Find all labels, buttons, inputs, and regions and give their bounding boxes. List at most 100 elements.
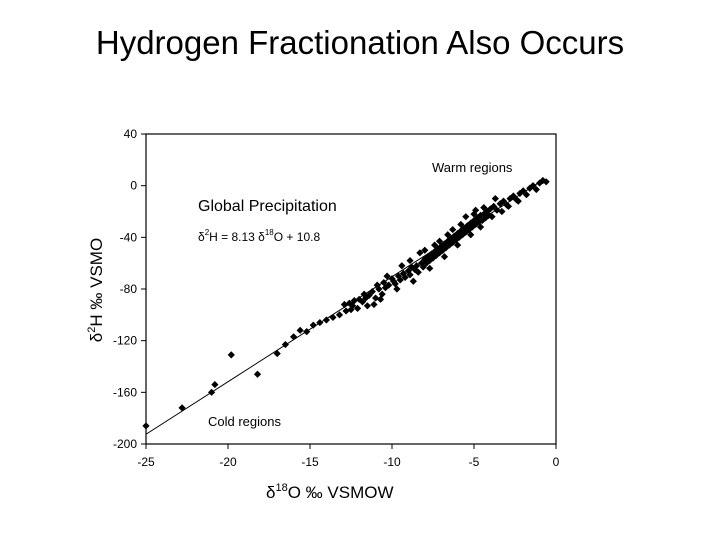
data-point bbox=[416, 249, 424, 257]
data-point bbox=[372, 294, 380, 302]
data-point bbox=[378, 290, 386, 298]
data-point bbox=[440, 253, 449, 261]
data-point bbox=[427, 250, 435, 258]
data-point bbox=[532, 185, 540, 194]
data-point bbox=[383, 272, 391, 280]
data-point bbox=[439, 246, 447, 254]
data-point bbox=[426, 256, 434, 265]
y-tick-label: -80 bbox=[120, 282, 138, 296]
x-tick-label: -5 bbox=[469, 455, 480, 469]
data-point bbox=[329, 313, 337, 322]
data-point bbox=[316, 318, 324, 327]
data-points bbox=[142, 176, 550, 430]
data-point bbox=[413, 262, 421, 270]
data-point bbox=[499, 197, 508, 205]
data-point bbox=[488, 213, 496, 221]
data-point bbox=[509, 192, 517, 200]
data-point bbox=[345, 299, 353, 307]
data-point bbox=[458, 231, 467, 239]
data-point bbox=[208, 388, 216, 396]
data-point bbox=[370, 300, 378, 309]
data-point bbox=[529, 182, 537, 190]
data-point bbox=[391, 280, 399, 288]
data-point bbox=[514, 197, 522, 205]
data-point bbox=[360, 290, 368, 298]
data-point bbox=[421, 255, 429, 263]
data-point bbox=[424, 253, 432, 261]
data-point bbox=[454, 229, 462, 238]
data-point bbox=[281, 340, 289, 349]
data-point bbox=[414, 268, 422, 276]
data-point bbox=[376, 295, 385, 303]
x-axis: -25 -20 -15 -10 -5 0 bbox=[137, 444, 560, 469]
data-point bbox=[142, 422, 150, 430]
data-point bbox=[476, 223, 485, 231]
data-point bbox=[491, 194, 499, 203]
data-point bbox=[401, 273, 409, 281]
data-point bbox=[368, 287, 376, 296]
data-point bbox=[406, 256, 414, 265]
data-point bbox=[542, 178, 550, 186]
data-point bbox=[426, 264, 434, 272]
data-point bbox=[347, 306, 355, 314]
data-point bbox=[406, 271, 414, 279]
data-point bbox=[516, 189, 524, 198]
data-point bbox=[486, 205, 494, 213]
data-point bbox=[431, 241, 439, 249]
data-point bbox=[447, 235, 455, 243]
y-tick-label: 40 bbox=[124, 127, 138, 141]
data-point bbox=[303, 328, 311, 336]
warm-regions-label: Warm regions bbox=[432, 160, 513, 175]
y-tick-label: -120 bbox=[113, 334, 137, 348]
x-tick-label: 0 bbox=[553, 455, 560, 469]
data-point bbox=[506, 194, 514, 203]
y-axis: 40 0 -40 -80 -120 -160 -200 bbox=[113, 127, 146, 451]
slide-title: Hydrogen Fractionation Also Occurs bbox=[95, 24, 625, 61]
data-point bbox=[335, 311, 344, 319]
data-point bbox=[385, 281, 393, 289]
data-point bbox=[480, 204, 488, 212]
data-point bbox=[273, 349, 281, 358]
data-point bbox=[398, 262, 406, 270]
data-point bbox=[253, 370, 262, 378]
data-point bbox=[457, 220, 465, 229]
data-point bbox=[353, 304, 362, 312]
data-point bbox=[365, 291, 373, 300]
data-point bbox=[452, 236, 460, 244]
x-tick-label: -20 bbox=[219, 455, 237, 469]
x-tick-label: -25 bbox=[137, 455, 155, 469]
data-point bbox=[480, 210, 488, 218]
data-point bbox=[432, 251, 440, 260]
y-tick-label: -160 bbox=[113, 385, 137, 399]
data-point bbox=[462, 228, 470, 236]
data-point bbox=[445, 241, 453, 249]
data-point bbox=[493, 206, 501, 214]
data-point bbox=[472, 206, 480, 214]
data-point bbox=[417, 259, 426, 267]
data-point bbox=[467, 231, 475, 239]
data-point bbox=[454, 241, 462, 249]
data-point bbox=[363, 302, 371, 310]
data-point bbox=[322, 316, 330, 324]
data-point bbox=[340, 300, 349, 309]
data-point bbox=[409, 277, 417, 285]
fit-title: Global Precipitation bbox=[198, 198, 337, 215]
y-tick-label: -40 bbox=[120, 230, 138, 244]
data-point bbox=[178, 404, 186, 412]
x-tick-label: -10 bbox=[383, 455, 401, 469]
data-point bbox=[296, 326, 304, 334]
data-point bbox=[375, 285, 383, 293]
data-point bbox=[465, 225, 473, 234]
cold-regions-label: Cold regions bbox=[208, 414, 281, 429]
data-point bbox=[504, 202, 513, 210]
data-point bbox=[211, 380, 219, 389]
y-tick-label: -200 bbox=[113, 437, 137, 451]
data-point bbox=[444, 231, 452, 239]
data-point bbox=[227, 351, 235, 359]
data-point bbox=[290, 333, 298, 341]
data-point bbox=[498, 207, 506, 216]
data-point bbox=[419, 263, 427, 271]
fit-equation: δ2H = 8.13 δ18O + 10.8 bbox=[198, 228, 320, 244]
data-point bbox=[342, 307, 350, 315]
